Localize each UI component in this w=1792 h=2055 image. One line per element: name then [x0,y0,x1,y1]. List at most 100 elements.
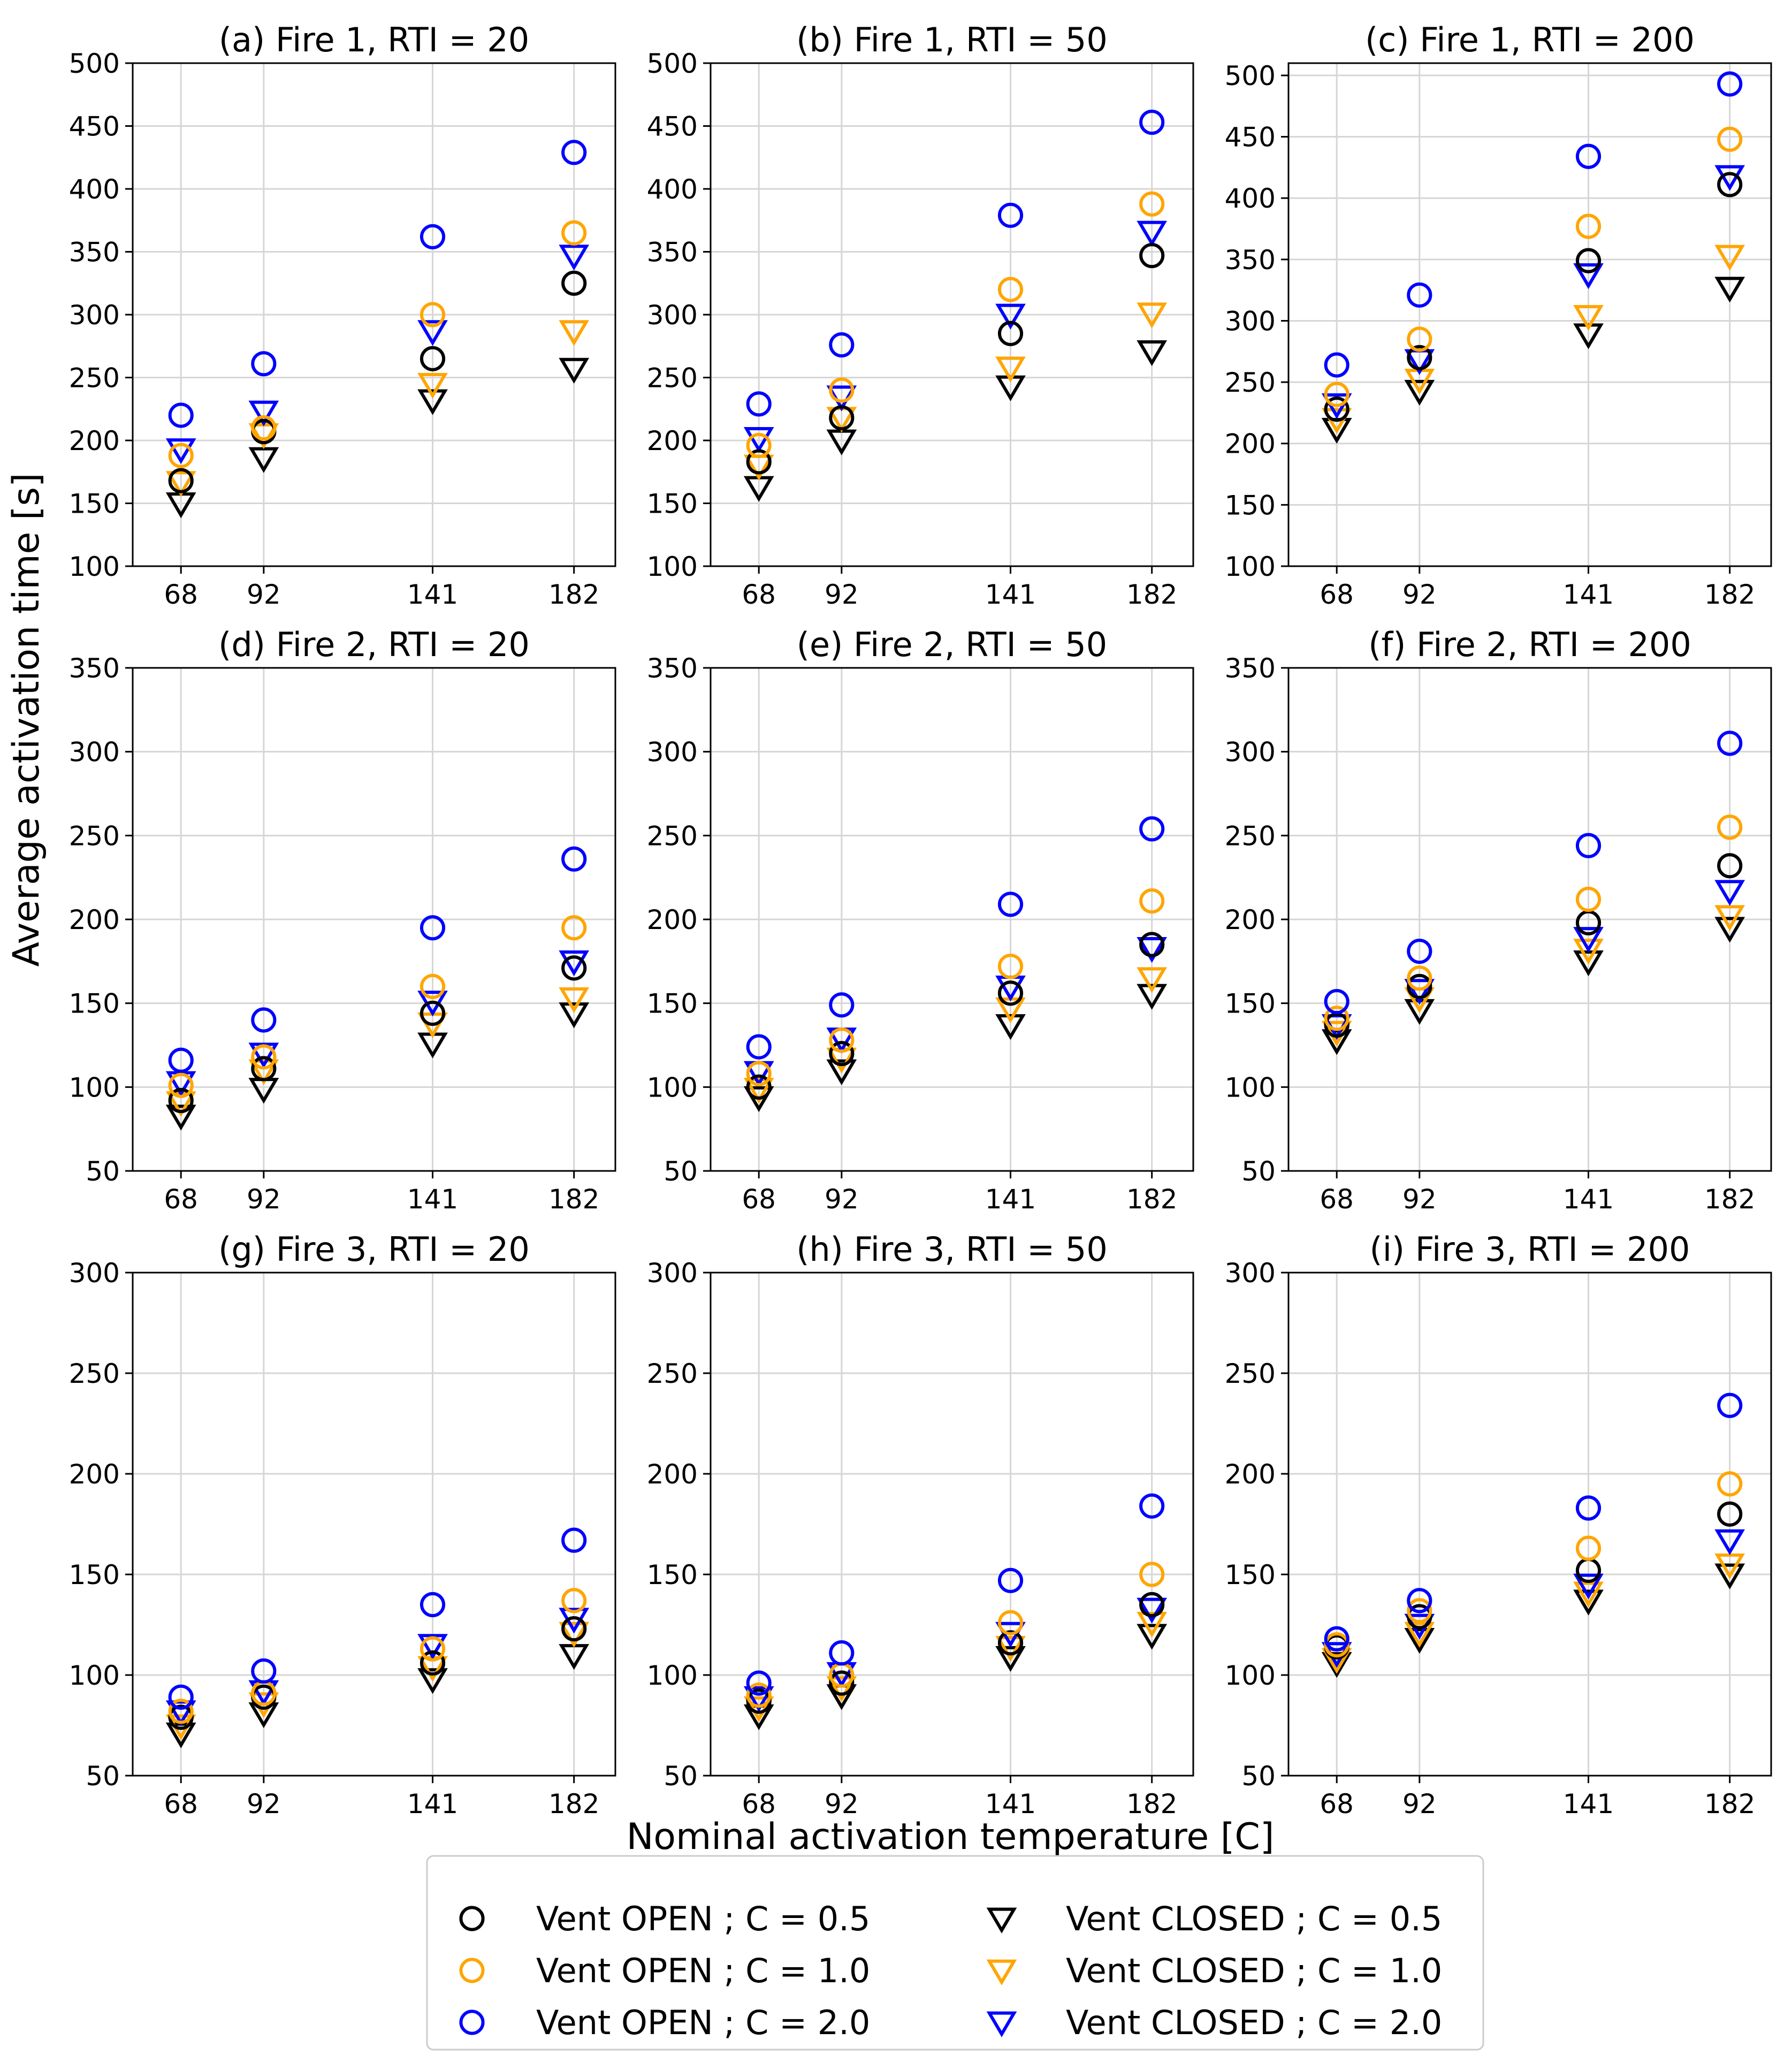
y-tick-label: 300 [69,1258,120,1289]
y-tick-label: 100 [69,1660,120,1691]
data-point-closed-c20 [559,245,590,271]
legend-label: Vent CLOSED ; C = 0.5 [1066,1899,1442,1938]
y-tick-label: 250 [1225,1358,1276,1389]
data-point-closed-c10 [1714,905,1745,931]
data-point-closed-c10 [995,1636,1026,1662]
x-tick-label: 92 [825,1184,859,1215]
x-tick-label: 92 [1402,1184,1437,1215]
data-point-closed-c05 [1137,1624,1168,1650]
panel-title: (d) Fire 2, RTI = 20 [218,625,530,664]
y-tick-label: 300 [647,300,698,331]
legend-label: Vent OPEN ; C = 0.5 [536,1899,870,1938]
data-point-open-c05 [1575,248,1602,273]
data-point-open-c10 [1139,191,1165,217]
data-point-open-c05 [420,346,446,371]
y-tick-label: 400 [69,174,120,205]
y-tick-label: 300 [1225,306,1276,337]
x-tick-label: 141 [985,1184,1036,1215]
legend-marker [986,1907,1017,1934]
data-point-open-c20 [1324,988,1349,1015]
data-point-open-c20 [829,332,855,357]
x-tick-label: 68 [1320,1788,1354,1820]
x-tick-label: 182 [548,1184,599,1215]
data-point-open-c20 [746,1670,772,1696]
x-tick-label: 92 [825,1788,859,1820]
y-tick-label: 50 [664,1761,698,1792]
x-tick-label: 92 [825,579,859,610]
data-point-open-c10 [1717,1471,1743,1497]
x-tick-label: 182 [1126,1184,1177,1215]
x-tick-label: 141 [1563,1788,1614,1820]
y-tick-label: 100 [647,1072,698,1103]
data-point-closed-c05 [826,1059,857,1085]
panel-title: (h) Fire 3, RTI = 50 [796,1230,1108,1269]
data-point-open-c20 [251,351,277,377]
x-tick-label: 141 [1563,1184,1614,1215]
data-point-closed-c20 [1573,1573,1604,1600]
data-point-closed-c05 [995,1014,1026,1040]
data-point-open-c10 [1717,815,1743,840]
data-point-open-c10 [561,1588,587,1613]
y-tick-label: 100 [647,1660,698,1691]
data-point-open-c05 [1407,345,1432,370]
y-tick-label: 150 [1225,988,1276,1019]
x-tick-label: 68 [742,1788,776,1820]
data-point-open-c10 [420,302,446,328]
legend-label: Vent OPEN ; C = 1.0 [536,1951,870,1990]
data-point-closed-c10 [995,356,1026,383]
data-point-closed-c05 [1321,1652,1352,1678]
data-point-open-c20 [1407,1588,1432,1613]
data-point-open-c20 [1717,730,1743,756]
x-tick-label: 182 [1704,1184,1755,1215]
data-point-open-c20 [168,402,194,428]
legend-label: Vent CLOSED ; C = 1.0 [1066,1951,1442,1990]
x-tick-label: 68 [164,1184,198,1215]
data-point-open-c05 [561,955,587,981]
data-point-closed-c05 [743,1086,774,1112]
y-tick-label: 50 [86,1761,120,1792]
data-point-open-c10 [251,1044,277,1070]
data-point-closed-c20 [1137,1597,1168,1624]
data-point-open-c05 [997,980,1024,1006]
x-tick-label: 92 [1402,579,1437,610]
data-point-open-c10 [420,1636,446,1662]
data-point-closed-c10 [743,1078,774,1104]
data-point-closed-c20 [1714,880,1745,906]
data-point-open-c20 [829,992,855,1018]
data-point-open-c20 [1407,282,1432,308]
data-point-open-c05 [1139,932,1165,957]
data-point-open-c10 [746,432,772,458]
y-tick-label: 50 [664,1156,698,1187]
data-point-closed-c20 [1404,979,1435,1005]
data-point-open-c20 [1139,109,1165,135]
data-point-open-c20 [561,1527,587,1553]
legend-label: Vent CLOSED ; C = 2.0 [1066,2003,1442,2042]
data-point-open-c05 [1717,853,1743,879]
y-tick-label: 100 [647,551,698,582]
data-point-open-c05 [1407,973,1432,999]
y-tick-label: 250 [69,363,120,394]
data-point-open-c05 [746,1074,772,1100]
x-tick-label: 141 [1563,579,1614,610]
data-point-open-c20 [746,1034,772,1060]
data-point-closed-c20 [1573,927,1604,953]
x-tick-label: 182 [1126,579,1177,610]
plot-frame [1287,1272,1772,1777]
data-point-open-c05 [1717,172,1743,197]
data-point-closed-c20 [1714,1529,1745,1555]
data-point-closed-c10 [1137,967,1168,993]
x-tick-label: 141 [407,579,458,610]
y-tick-label: 200 [69,1459,120,1490]
data-point-closed-c10 [165,471,196,497]
y-tick-label: 450 [647,111,698,142]
data-point-open-c10 [168,1699,194,1724]
legend-marker [459,1906,485,1931]
data-point-open-c20 [561,846,587,872]
y-tick-label: 400 [647,174,698,205]
data-point-open-c10 [997,277,1024,302]
data-point-open-c05 [1139,242,1165,269]
data-point-open-c10 [251,415,277,441]
y-tick-label: 100 [1225,1660,1276,1691]
y-tick-label: 100 [69,1072,120,1103]
